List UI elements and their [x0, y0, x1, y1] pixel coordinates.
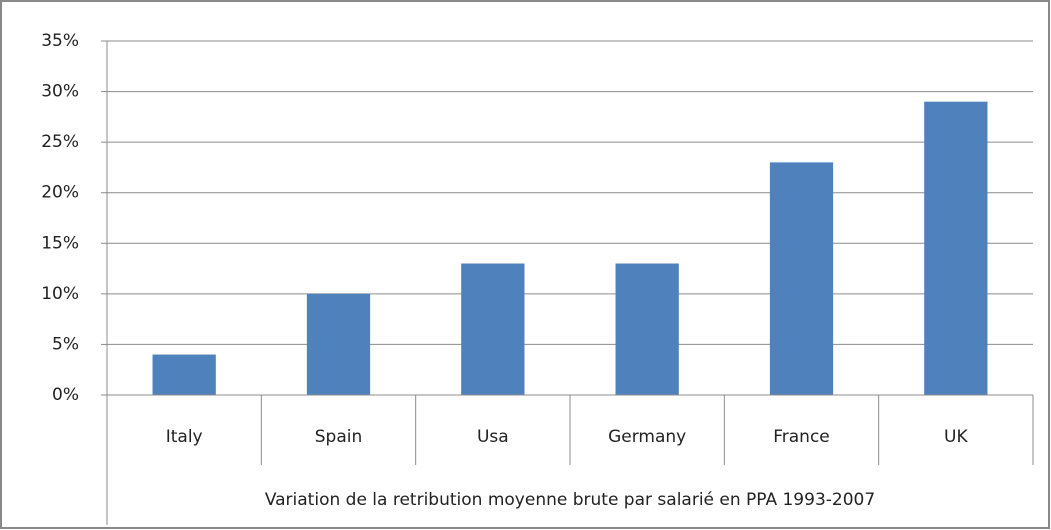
x-tick-label: Italy	[166, 427, 203, 447]
x-tick-label: Spain	[315, 427, 363, 447]
x-tick-label: Germany	[608, 427, 686, 447]
y-tick-label: 30%	[41, 82, 79, 102]
bar	[152, 354, 216, 395]
x-tick-label: France	[773, 427, 830, 447]
bar	[924, 101, 988, 395]
y-tick-label: 10%	[41, 284, 79, 304]
y-tick-label: 15%	[41, 233, 79, 253]
y-tick-label: 35%	[41, 31, 79, 51]
bar	[615, 263, 679, 395]
x-tick-label: UK	[944, 427, 968, 447]
y-tick-label: 25%	[41, 132, 79, 152]
bar	[306, 293, 371, 395]
y-tick-label: 5%	[52, 334, 79, 354]
y-tick-label: 0%	[52, 385, 79, 405]
bar	[769, 162, 834, 395]
x-axis-label: Variation de la retribution moyenne brut…	[265, 490, 875, 510]
x-tick-label: Usa	[477, 427, 509, 447]
bar	[461, 263, 525, 395]
y-tick-label: 20%	[41, 183, 79, 203]
